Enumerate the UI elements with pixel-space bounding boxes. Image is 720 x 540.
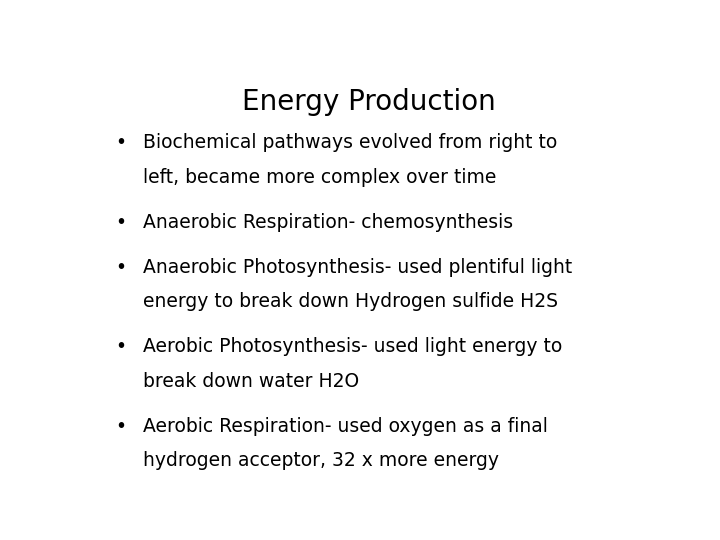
Text: hydrogen acceptor, 32 x more energy: hydrogen acceptor, 32 x more energy [143, 451, 499, 470]
Text: •: • [115, 213, 126, 232]
Text: Energy Production: Energy Production [242, 87, 496, 116]
Text: left, became more complex over time: left, became more complex over time [143, 168, 496, 187]
Text: energy to break down Hydrogen sulfide H2S: energy to break down Hydrogen sulfide H2… [143, 292, 558, 311]
Text: Biochemical pathways evolved from right to: Biochemical pathways evolved from right … [143, 133, 557, 152]
Text: break down water H2O: break down water H2O [143, 372, 359, 390]
Text: •: • [115, 416, 126, 436]
Text: •: • [115, 258, 126, 276]
Text: •: • [115, 133, 126, 152]
Text: Aerobic Respiration- used oxygen as a final: Aerobic Respiration- used oxygen as a fi… [143, 416, 548, 436]
Text: Anaerobic Respiration- chemosynthesis: Anaerobic Respiration- chemosynthesis [143, 213, 513, 232]
Text: Anaerobic Photosynthesis- used plentiful light: Anaerobic Photosynthesis- used plentiful… [143, 258, 572, 276]
Text: •: • [115, 337, 126, 356]
Text: Aerobic Photosynthesis- used light energy to: Aerobic Photosynthesis- used light energ… [143, 337, 562, 356]
